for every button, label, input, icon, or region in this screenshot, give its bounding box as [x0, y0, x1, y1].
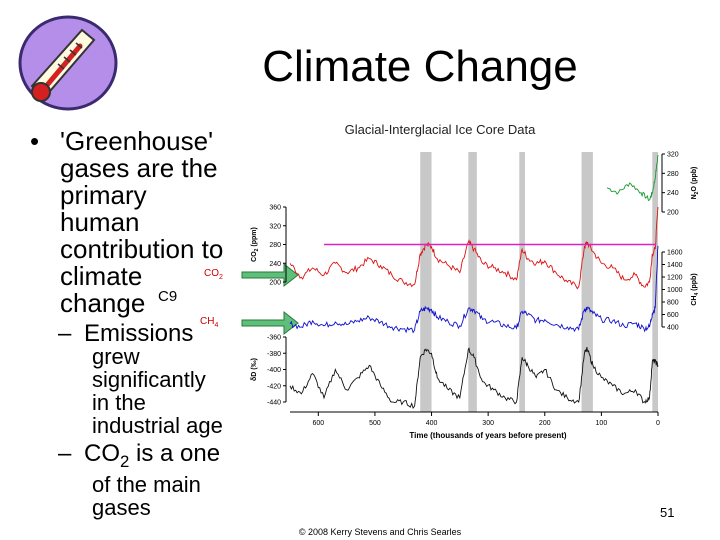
y-tick-label: 800 — [667, 300, 679, 307]
chart-title: Glacial-Interglacial Ice Core Data — [345, 122, 537, 137]
y-tick-label: 1600 — [667, 250, 683, 257]
co2-arrow-label: CO2 — [204, 268, 223, 281]
copyright: © 2008 Kerry Stevens and Chris Searles — [298, 527, 462, 537]
y-tick-label: 280 — [269, 242, 281, 249]
bullet-1-line: climate — [60, 261, 143, 291]
series-co2 — [289, 206, 659, 290]
x-axis-label: Time (thousands of years before present) — [409, 431, 567, 440]
bullet-1-line: gases are the — [60, 153, 218, 183]
sub-bullet-1-line: grew — [92, 344, 140, 369]
y-axis-label-1: CO2 (ppm) — [251, 227, 260, 262]
interglacial-band-0 — [420, 152, 432, 412]
interglacial-band-3 — [581, 152, 593, 412]
bullet-1-line: change — [60, 288, 146, 318]
x-tick-label: 0 — [656, 420, 660, 427]
sub-bullet-marker: – — [58, 320, 72, 347]
y-axis-label-main: CO — [251, 251, 258, 262]
sub-bullet-2-line: of the main — [92, 471, 201, 497]
bullet-1-line: contribution to — [60, 234, 224, 264]
bullet-1-line: primary — [60, 180, 147, 210]
y-tick-label: 240 — [269, 261, 281, 268]
y-tick-label: 1400 — [667, 262, 683, 269]
y-axis-label-rest: (ppb) — [691, 273, 698, 292]
bullet-1-line: 'Greenhouse' — [60, 126, 214, 156]
y-tick-label: 200 — [667, 210, 679, 217]
slide-number: 51 — [660, 505, 675, 520]
y-axis-label-0: N2O (ppb) — [691, 167, 700, 200]
ch4-arrow-label: CH4 — [200, 316, 218, 329]
co2-text: CO — [84, 440, 120, 467]
ch4-arrow-label-main: CH — [200, 316, 215, 327]
sub-bullet-2-line: CO2 is a one — [84, 442, 262, 473]
sub-bullet-1-line: Emissions — [84, 320, 194, 347]
y-tick-label: -380 — [267, 351, 281, 358]
bullet-marker: • — [30, 126, 40, 156]
y-tick-label: 200 — [269, 280, 281, 287]
arrows — [241, 262, 299, 336]
y-tick-label: -420 — [267, 383, 281, 390]
y-tick-label: -440 — [267, 400, 281, 407]
y-tick-label: -400 — [267, 367, 281, 374]
y-axis-label-2: CH4 (ppb) — [691, 273, 700, 305]
sub-bullet-1: Emissions grew significantly in the indu… — [84, 322, 262, 438]
x-tick-label: 200 — [539, 420, 551, 427]
co2-arrow-label-sub: 2 — [219, 274, 223, 281]
ch4-arrow-icon — [241, 310, 299, 336]
y-axis-label-main: CH — [691, 296, 698, 306]
x-tick-label: 600 — [312, 420, 324, 427]
interglacial-band-1 — [468, 152, 477, 412]
y-axis-label-3: δD (‰) — [251, 358, 258, 381]
y-axis-label-sub: 2 — [694, 191, 700, 194]
co2-arrow-label-main: CO — [204, 268, 219, 279]
y-tick-label: -360 — [267, 335, 281, 342]
series-ch4 — [289, 245, 659, 334]
co2-subscript: 2 — [120, 451, 130, 471]
y-axis-label-sub: 2 — [254, 248, 260, 251]
y-tick-label: 240 — [667, 190, 679, 197]
y-axis-label-sub: 4 — [694, 293, 700, 296]
x-tick-label: 100 — [596, 420, 608, 427]
sub-bullet-marker: – — [58, 440, 72, 467]
sub-bullet-1-line: industrial age — [92, 413, 223, 438]
sub-bullet-1-line: significantly — [92, 367, 206, 392]
ice-core-chart: Glacial-Interglacial Ice Core Data 32028… — [251, 122, 700, 440]
y-tick-label: 280 — [667, 171, 679, 178]
interglacial-band-4 — [652, 152, 658, 412]
sub-bullet-2: CO2 is a one of the main gases — [84, 442, 262, 520]
x-tick-label: 400 — [426, 420, 438, 427]
thermometer-logo — [18, 15, 118, 111]
y-tick-label: 320 — [269, 223, 281, 230]
x-tick-label: 500 — [369, 420, 381, 427]
series-dD — [289, 347, 659, 409]
y-axis-label-rest: O (ppb) — [691, 167, 698, 192]
y-axis-label-rest: (ppm) — [251, 227, 258, 248]
bullet-1-line: human — [60, 207, 140, 237]
y-axis-label-main: N — [691, 194, 698, 199]
series-n2o — [606, 154, 659, 202]
sub-bullet-2-line: gases — [92, 494, 151, 520]
c9-label: C9 — [158, 288, 178, 305]
y-tick-label: 400 — [667, 325, 679, 332]
co2-arrow-icon — [241, 262, 299, 288]
sub-bullet-1-line: in the — [92, 390, 146, 415]
sub-bullet-2-rest: is a one — [129, 440, 221, 467]
y-tick-label: 320 — [667, 152, 679, 159]
y-tick-label: 360 — [269, 205, 281, 212]
page-title: Climate Change — [262, 42, 578, 91]
x-tick-label: 300 — [482, 420, 494, 427]
interglacial-band-2 — [519, 152, 525, 412]
y-tick-label: 1200 — [667, 275, 683, 282]
ch4-arrow-label-sub: 4 — [214, 322, 219, 329]
y-tick-label: 1000 — [667, 287, 683, 294]
bullet-1: 'Greenhouse' gases are the primary human… — [46, 128, 300, 317]
y-tick-label: 600 — [667, 312, 679, 319]
